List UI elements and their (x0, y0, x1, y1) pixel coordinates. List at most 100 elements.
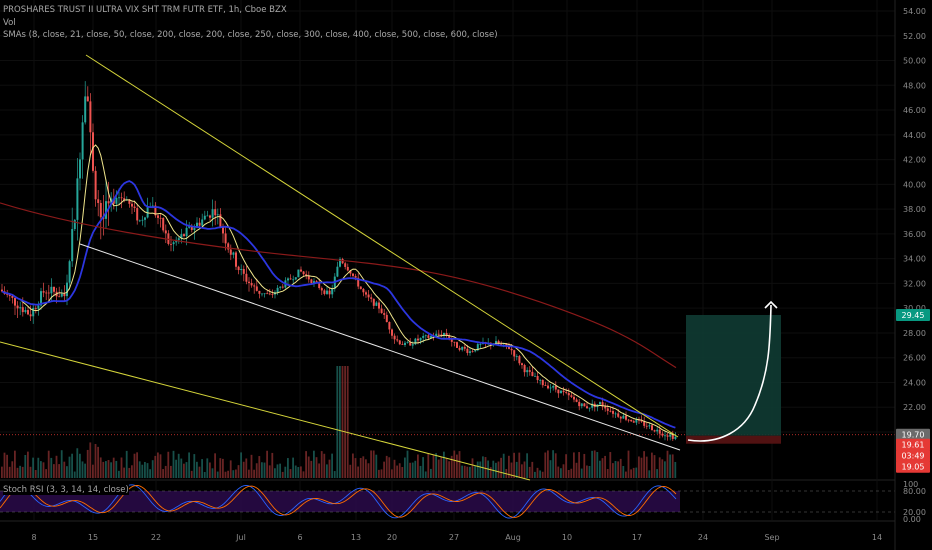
candle-body (583, 403, 586, 407)
volume-bar (271, 452, 274, 478)
candle-body (79, 159, 81, 179)
candle-body (651, 425, 653, 431)
time-tick: Jul (235, 533, 246, 542)
candle-body (281, 286, 284, 288)
candle-body (372, 298, 375, 306)
candle-body (599, 402, 601, 405)
volume-bar (151, 460, 154, 478)
volume-bar (599, 460, 601, 478)
volume-bar (547, 450, 549, 478)
candle-body (263, 293, 266, 295)
candle-body (362, 288, 365, 293)
volume-bar (294, 465, 297, 478)
volume-bar (510, 462, 513, 478)
volume-bar (523, 461, 526, 478)
candle-body (495, 340, 497, 344)
volume-bar (102, 461, 105, 478)
volume-bar (190, 470, 193, 478)
volume-bar (209, 462, 211, 478)
volume-bar (307, 456, 310, 478)
candle-body (427, 335, 430, 338)
volume-bar (229, 460, 232, 478)
candle-body (578, 401, 581, 407)
volume-bar (292, 457, 294, 478)
volume-bar (445, 458, 448, 478)
candle-body (469, 351, 471, 353)
volume-bar (492, 460, 495, 478)
volume-bar (606, 469, 609, 478)
candle-body (45, 292, 48, 294)
candle-body (640, 420, 643, 422)
volume-bar (549, 460, 552, 478)
volume-bar (341, 366, 344, 478)
volume-bar (578, 452, 580, 478)
volume-bar (521, 464, 523, 478)
volume-bar (352, 453, 354, 478)
volume-bar (456, 454, 458, 478)
candle-body (115, 197, 118, 204)
candle-body (635, 419, 638, 423)
volume-bar (614, 460, 617, 478)
candle-body (216, 214, 219, 216)
price-tick: 30.00 (903, 304, 926, 313)
candle-body (645, 425, 648, 427)
candle-body (14, 297, 16, 306)
volume-bar (484, 457, 487, 478)
price-badge-text: 03:49 (901, 452, 924, 461)
volume-bars (1, 366, 677, 478)
candle-body (474, 350, 477, 352)
candle-body (50, 286, 53, 294)
candle-body (531, 371, 534, 377)
candle-body (34, 307, 37, 309)
volume-bar (640, 457, 643, 478)
volume-bar (253, 469, 255, 478)
candle-body (326, 290, 328, 294)
stoch-tick: 100 (903, 480, 918, 489)
candle-body (401, 344, 404, 346)
candle-body (648, 425, 651, 427)
candle-body (157, 215, 159, 218)
price-badge-text: 19.05 (902, 463, 925, 472)
volume-bar (136, 452, 138, 478)
candle-body (60, 293, 63, 297)
time-axis[interactable]: 8 15 22 Jul 6 13 20 27 Aug 10 17 24 Sep 14 (31, 533, 882, 542)
volume-bar (604, 455, 606, 478)
volume-bar (11, 461, 14, 478)
volume-bar (453, 450, 456, 478)
volume-bar (354, 458, 357, 478)
candle-body (336, 266, 339, 277)
volume-bar (450, 455, 453, 478)
volume-bar (380, 469, 383, 478)
candle-body (378, 302, 380, 309)
volume-bar (284, 466, 287, 478)
candle-body (196, 222, 198, 228)
volume-bar (94, 443, 97, 478)
candle-body (627, 419, 630, 421)
candle-body (318, 282, 321, 289)
stop-box (686, 435, 781, 444)
candle-body (71, 229, 74, 262)
volume-bar (435, 453, 437, 478)
candle-body (521, 363, 523, 366)
candle-body (547, 385, 549, 389)
candle-body (575, 399, 578, 402)
volume-bar (515, 461, 518, 478)
candle-body (565, 392, 568, 394)
volume-bar (115, 460, 118, 478)
candle-body (669, 434, 672, 437)
stoch-tick: 80.00 (903, 487, 926, 496)
volume-bar (206, 458, 209, 478)
volume-bar (336, 366, 339, 478)
volume-bar (495, 462, 497, 478)
candle-body (445, 332, 448, 336)
volume-bar (609, 452, 612, 478)
candle-body (557, 389, 560, 394)
volume-bar (396, 465, 398, 478)
candle-body (42, 291, 45, 293)
volume-bar (443, 451, 445, 478)
price-tick: 28.00 (903, 329, 926, 338)
candle-body (279, 286, 282, 288)
